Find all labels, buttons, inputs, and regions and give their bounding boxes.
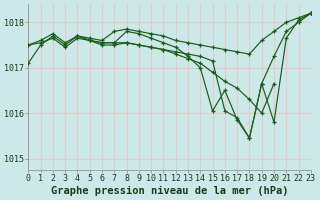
X-axis label: Graphe pression niveau de la mer (hPa): Graphe pression niveau de la mer (hPa) <box>51 186 288 196</box>
